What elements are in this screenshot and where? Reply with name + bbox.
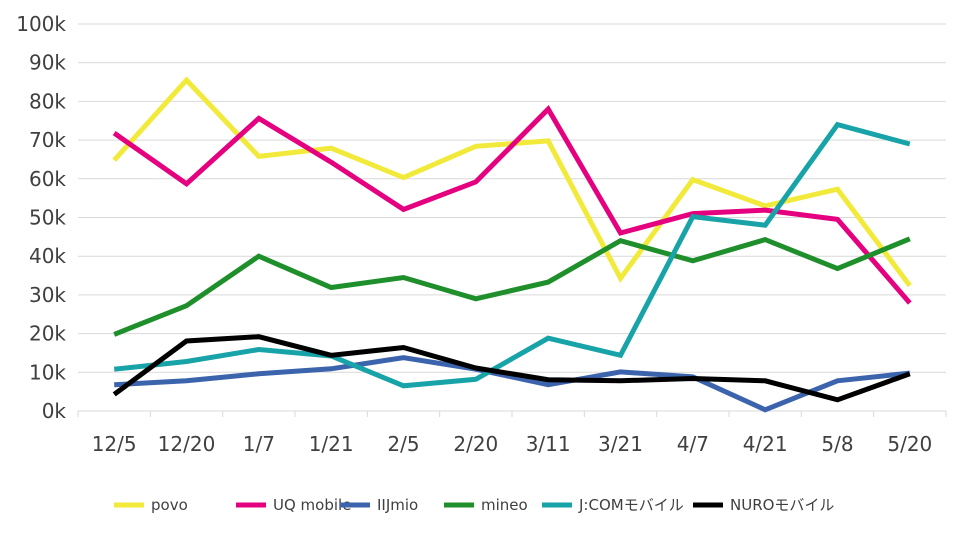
x-tick-label: 5/8: [821, 432, 853, 456]
y-tick-label: 30k: [29, 283, 66, 307]
x-tick-label: 2/5: [387, 432, 419, 456]
x-tick-label: 12/20: [158, 432, 216, 456]
legend-label: NUROモバイル: [730, 496, 834, 514]
series-line-0: [112, 76, 912, 288]
y-tick-label: 60k: [29, 167, 66, 191]
y-tick-label: 50k: [29, 206, 66, 230]
x-tick-label: 12/5: [92, 432, 137, 456]
series-lines: [112, 76, 912, 413]
y-tick-label: 0k: [42, 399, 67, 423]
x-tick-label: 1/7: [243, 432, 275, 456]
y-tick-label: 90k: [29, 51, 66, 75]
x-tick-label: 4/21: [743, 432, 788, 456]
y-tick-label: 80k: [29, 89, 66, 113]
series-line-4: [113, 121, 911, 389]
y-axis-ticks: 0k 10k 20k 30k 40k 50k 60k 70k 80k 90k 100k: [16, 12, 66, 423]
x-tick-label: 4/7: [677, 432, 709, 456]
x-tick-label: 3/11: [526, 432, 571, 456]
legend-label: UQ mobile: [273, 496, 351, 514]
x-tick-label: 1/21: [309, 432, 354, 456]
y-tick-label: 100k: [16, 12, 66, 36]
legend-label: IIJmio: [377, 496, 418, 514]
y-tick-label: 20k: [29, 322, 66, 346]
x-axis-ticks: 12/5 12/20 1/7 1/21 2/5 2/20 3/11 3/21 4/7 4/21 5/…: [77, 411, 947, 456]
legend: povo UQ mobile IIJmio mineo J:COMモバイル NUROモバイ…: [114, 496, 834, 514]
series-line-3: [113, 236, 911, 337]
legend-label: mineo: [481, 496, 528, 514]
grid-lines: [78, 23, 946, 412]
x-tick-label: 2/20: [453, 432, 498, 456]
series-line-2: [114, 355, 911, 413]
x-tick-label: 3/21: [598, 432, 643, 456]
y-tick-label: 10k: [29, 360, 66, 384]
x-tick-label: 5/20: [887, 432, 932, 456]
y-tick-label: 40k: [29, 244, 66, 268]
y-tick-label: 70k: [29, 128, 66, 152]
legend-label: J:COMモバイル: [578, 496, 684, 514]
legend-label: povo: [151, 496, 188, 514]
series-line-5: [112, 334, 911, 403]
